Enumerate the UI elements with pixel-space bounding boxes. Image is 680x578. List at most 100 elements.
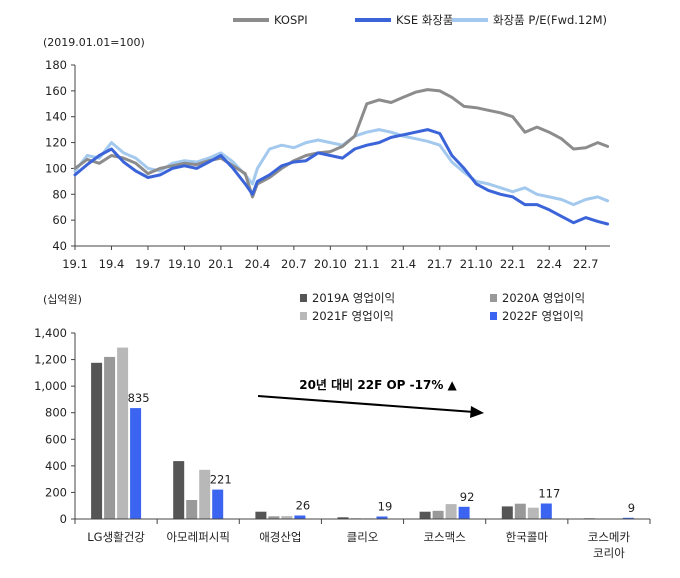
line-y-tick-label: 140	[45, 110, 67, 124]
bar-0-0	[91, 362, 103, 519]
bar-data-label: 835	[128, 391, 150, 405]
line-y-tick-label: 120	[45, 136, 67, 150]
bar-legend: 2019A 영업이익 2020A 영업이익 2021F 영업이익 2022F 영업이익	[300, 291, 585, 323]
bar-y-tick-label: 1,400	[34, 326, 67, 340]
line-x-tick-label: 20.4	[245, 257, 271, 271]
bar-3-5	[540, 503, 552, 519]
line-x-tick-label: 19.4	[99, 257, 125, 271]
bar-data-labels: 835 221 26 19 92 117 9	[128, 391, 635, 515]
line-x-tick-label: 22.4	[536, 257, 562, 271]
bar-legend-swatch	[490, 294, 497, 302]
line-x-tick-label: 20.7	[281, 257, 307, 271]
line-x-tick-label: 21.1	[354, 257, 380, 271]
line-series-0	[73, 88, 610, 199]
line-series-1	[73, 128, 610, 226]
bar-chart: (십억원) 2019A 영업이익 2020A 영업이익 2021F 영업이익 2022…	[34, 291, 651, 560]
bar-0-4	[419, 511, 431, 519]
bar-1-5	[514, 503, 526, 519]
bar-3-6	[622, 517, 634, 519]
bar-3-1	[212, 489, 224, 519]
bar-y-axis: 0 200 400 600 800 1,000 1,200 1,400	[34, 326, 76, 526]
bar-2-2	[281, 516, 293, 519]
line-x-tick-label: 22.1	[500, 257, 526, 271]
bar-1-0	[104, 356, 116, 519]
bar-1-1	[186, 500, 198, 519]
annotation-text: 20년 대비 22F OP -17% ▲	[299, 377, 457, 392]
line-x-tick-label: 21.4	[390, 257, 416, 271]
line-x-tick-label: 19.7	[135, 257, 161, 271]
line-x-tick-label: 21.10	[460, 257, 493, 271]
bar-category-label: 아모레퍼시픽	[166, 530, 229, 544]
bar-category-label: 코리아	[593, 546, 625, 560]
bar-legend-label: 2022F 영업이익	[502, 309, 584, 323]
line-x-tick-label: 22.7	[573, 257, 599, 271]
bar-y-tick-label: 1,200	[34, 353, 67, 367]
line-series-group	[73, 88, 610, 226]
line-chart: KOSPI KSE 화장품 화장품 P/E(Fwd.12M) (2019.01.01…	[43, 13, 610, 271]
bar-legend-label: 2020A 영업이익	[502, 291, 585, 305]
line-legend-label: KSE 화장품	[396, 13, 454, 27]
bar-2-5	[527, 507, 539, 519]
bar-data-label: 92	[460, 490, 475, 504]
line-unit-label: (2019.01.01=100)	[43, 36, 145, 49]
bar-y-tick-label: 400	[45, 459, 67, 473]
line-x-axis: 19.1 19.4 19.7 19.10 20.1 20.4 20.7 20.10 21.1 21…	[62, 245, 610, 271]
bar-data-label: 26	[296, 499, 311, 513]
line-y-axis: 40 60 80 100 120 140 160 180	[45, 58, 76, 253]
bar-2-4	[445, 504, 457, 519]
line-y-tick-label: 40	[52, 239, 67, 253]
line-legend-label: KOSPI	[274, 13, 308, 27]
bar-y-tick-label: 800	[45, 406, 67, 420]
bar-series-group	[91, 347, 634, 520]
bar-3-4	[458, 506, 470, 519]
bar-legend-label: 2021F 영업이익	[312, 309, 394, 323]
line-x-tick-label: 20.1	[208, 257, 234, 271]
bar-3-0	[130, 408, 142, 519]
bar-legend-label: 2019A 영업이익	[312, 291, 395, 305]
bar-y-tick-label: 600	[45, 432, 67, 446]
bar-category-label: 코스맥스	[423, 530, 465, 544]
bar-data-label: 9	[628, 501, 635, 515]
bar-0-5	[501, 506, 513, 519]
annotation-arrow-line	[257, 395, 475, 413]
bar-data-label: 221	[210, 473, 232, 487]
annotation-group: 20년 대비 22F OP -17% ▲	[257, 377, 484, 418]
bar-2-1	[199, 469, 211, 519]
line-y-tick-label: 80	[52, 187, 67, 201]
bar-data-label: 19	[378, 500, 393, 514]
bar-2-0	[117, 347, 129, 519]
line-x-tick-label: 19.10	[168, 257, 201, 271]
bar-data-label: 117	[538, 487, 560, 501]
bar-category-label: 한국콜마	[506, 530, 549, 544]
line-x-tick-label: 19.1	[62, 257, 88, 271]
bar-category-label: 애경산업	[259, 530, 301, 544]
line-y-tick-label: 160	[45, 84, 67, 98]
bar-1-4	[432, 510, 444, 519]
bar-legend-swatch	[490, 312, 497, 320]
bar-1-2	[268, 516, 280, 519]
bar-unit-label: (십억원)	[43, 293, 82, 306]
bar-0-2	[255, 511, 267, 519]
bar-0-1	[173, 461, 185, 519]
bar-0-3	[337, 517, 349, 519]
line-y-tick-label: 100	[45, 161, 67, 175]
line-x-tick-label: 21.7	[427, 257, 453, 271]
bar-y-tick-label: 200	[45, 485, 67, 499]
annotation-arrow-head	[470, 406, 484, 418]
bar-category-label: 코스메카	[588, 530, 631, 544]
line-legend-label: 화장품 P/E(Fwd.12M)	[493, 13, 607, 27]
bar-category-label: LG생활건강	[87, 530, 145, 544]
bar-y-tick-label: 0	[60, 512, 67, 526]
line-series-2	[73, 128, 610, 207]
bar-category-label: 클리오	[347, 530, 379, 544]
bar-legend-swatch	[300, 294, 307, 302]
line-legend: KOSPI KSE 화장품 화장품 P/E(Fwd.12M)	[233, 13, 607, 27]
bar-y-tick-label: 1,000	[34, 379, 67, 393]
line-y-tick-label: 180	[45, 58, 67, 72]
bar-3-2	[294, 515, 306, 519]
bar-legend-swatch	[300, 312, 307, 320]
line-y-tick-label: 60	[52, 213, 67, 227]
line-x-tick-label: 20.10	[314, 257, 347, 271]
